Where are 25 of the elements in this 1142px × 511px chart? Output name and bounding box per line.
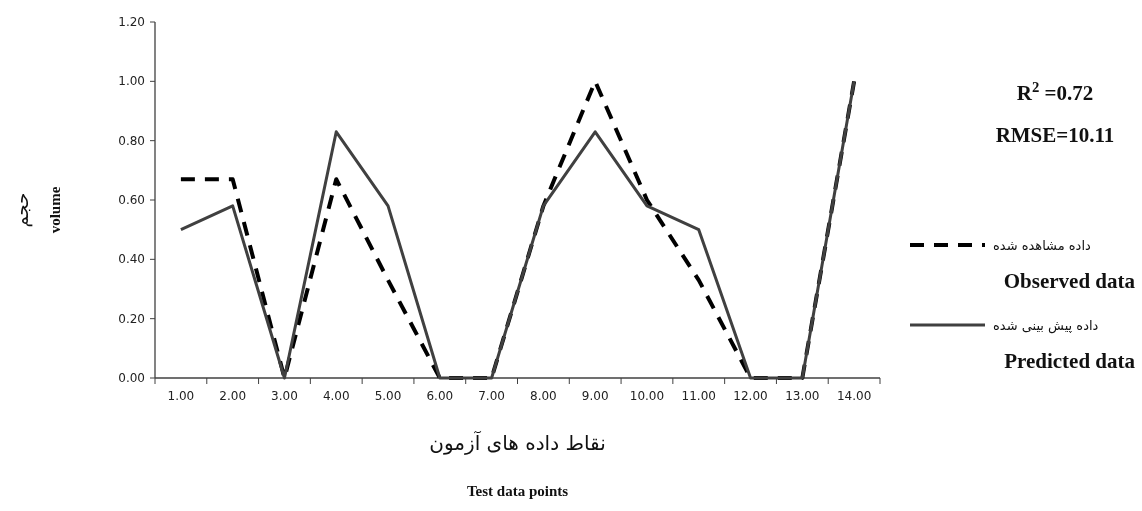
y-tick-label: 1.00	[118, 74, 145, 89]
y-tick-label: 0.60	[118, 193, 145, 207]
text: Observed data	[1003, 269, 1136, 293]
x-tick-label: 10.00	[629, 389, 665, 403]
x-tick-label: 11.00	[681, 389, 716, 403]
y-tick-label: 0.00	[118, 371, 145, 385]
x-tick-label: 14.00	[836, 389, 872, 403]
text: Predicted data	[1004, 349, 1136, 373]
y-tick-label: 0.40	[118, 252, 145, 267]
x-tick-label: 3.00	[271, 389, 298, 403]
x-tick-label: 2.00	[219, 389, 247, 403]
y-tick-label: 0.20	[118, 311, 145, 326]
x-tick-label: 6.00	[426, 389, 454, 403]
text: RMSE=10.11	[995, 123, 1115, 147]
y-tick-label: 1.20	[118, 15, 145, 29]
x-tick-label: 12.00	[733, 389, 768, 403]
y-tick-label: 0.80	[118, 133, 145, 148]
text: R$^{2}$ =0.72	[1016, 79, 1094, 105]
x-tick-label: 1.00	[167, 389, 195, 403]
x-tick-label: 7.00	[478, 389, 505, 403]
x-tick-label: 9.00	[581, 389, 609, 403]
x-tick-label: 4.00	[322, 389, 350, 403]
x-tick-label: 13.00	[785, 389, 820, 403]
x-tick-label: 8.00	[530, 389, 557, 403]
x-tick-label: 5.00	[374, 389, 402, 403]
